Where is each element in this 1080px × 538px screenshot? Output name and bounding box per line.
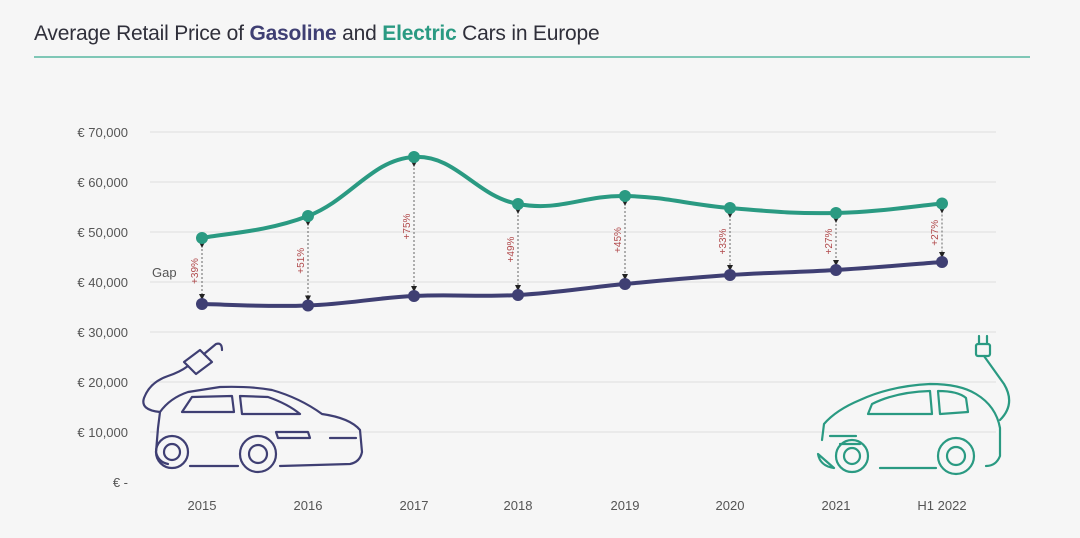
electric-car-icon xyxy=(816,334,1011,476)
gasoline-point xyxy=(619,278,631,290)
electric-point xyxy=(619,190,631,202)
electric-point xyxy=(408,151,420,163)
x-tick-label: 2018 xyxy=(504,498,533,513)
title-gasoline: Gasoline xyxy=(249,22,337,45)
gap-percent-label: +45% xyxy=(613,227,624,253)
gap-label: Gap xyxy=(152,265,177,280)
gasoline-point xyxy=(512,289,524,301)
x-tick-label: 2019 xyxy=(611,498,640,513)
y-tick-label: € 50,000 xyxy=(77,225,128,240)
electric-point xyxy=(724,202,736,214)
chart-title: Average Retail Price of Gasoline and Ele… xyxy=(34,22,600,46)
electric-series-line xyxy=(200,154,944,240)
title-electric: Electric xyxy=(382,22,457,45)
x-tick-label: 2017 xyxy=(400,498,429,513)
title-prefix: Average Retail Price of xyxy=(34,22,250,45)
gasoline-car-icon xyxy=(142,342,364,474)
title-divider xyxy=(34,56,1030,58)
electric-point xyxy=(830,207,842,219)
gap-percent-label: +75% xyxy=(402,213,413,239)
gasoline-series-line xyxy=(200,260,944,308)
gasoline-point xyxy=(408,290,420,302)
y-tick-label: € - xyxy=(113,475,128,490)
electric-point xyxy=(512,198,524,210)
gasoline-point xyxy=(302,299,314,312)
title-middle: and xyxy=(336,22,383,45)
y-tick-label: € 20,000 xyxy=(77,375,128,390)
gasoline-point xyxy=(724,269,736,281)
gap-percent-label: +27% xyxy=(824,228,835,254)
gasoline-point xyxy=(830,264,842,276)
y-tick-label: € 70,000 xyxy=(77,125,128,140)
gap-percent-label: +49% xyxy=(506,236,517,262)
gap-percent-label: +51% xyxy=(296,248,307,274)
gasoline-point xyxy=(936,256,948,268)
x-tick-label: 2020 xyxy=(716,498,745,513)
gap-percent-label: +33% xyxy=(718,228,729,254)
x-tick-label: 2016 xyxy=(294,498,323,513)
electric-point xyxy=(196,232,208,244)
gap-percent-label: +27% xyxy=(930,220,941,246)
y-tick-label: € 60,000 xyxy=(77,175,128,190)
x-tick-label: H1 2022 xyxy=(917,498,966,513)
electric-point xyxy=(302,210,314,222)
x-tick-label: 2021 xyxy=(822,498,851,513)
y-tick-label: € 10,000 xyxy=(77,425,128,440)
title-suffix: Cars in Europe xyxy=(456,22,600,45)
gap-percent-label: +39% xyxy=(190,258,201,284)
y-tick-label: € 30,000 xyxy=(77,325,128,340)
x-tick-label: 2015 xyxy=(188,498,217,513)
y-tick-label: € 40,000 xyxy=(77,275,128,290)
electric-point xyxy=(936,197,948,210)
gasoline-point xyxy=(196,298,208,310)
